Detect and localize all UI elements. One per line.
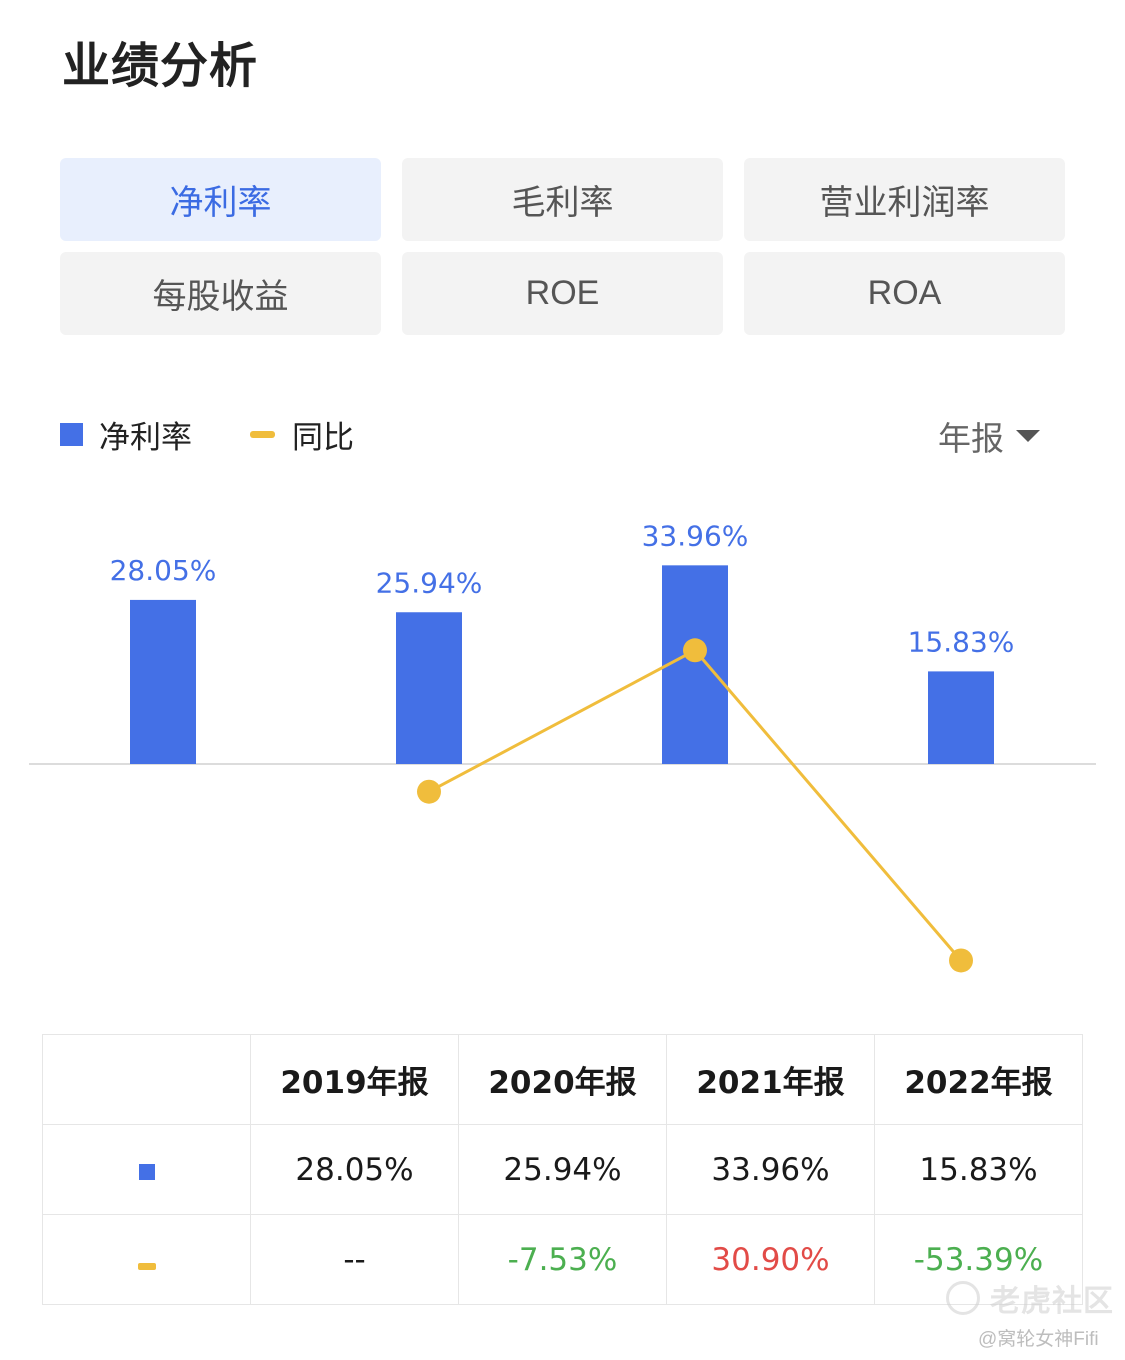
bar [662, 565, 728, 764]
legend-bar-swatch [60, 423, 83, 446]
bar [928, 671, 994, 764]
row-marker-cell [42, 1214, 251, 1305]
caret-down-icon [1016, 430, 1040, 442]
table-header: 2020年报 [458, 1034, 667, 1125]
legend-label-yoy: 同比 [292, 420, 354, 455]
legend-label-net-margin: 净利率 [99, 420, 192, 455]
tab-gross-margin[interactable]: 毛利率 [402, 158, 723, 241]
bar-value-label: 28.05% [110, 554, 217, 587]
bar-value-label: 25.94% [376, 566, 483, 599]
table-row-net-margin: 28.05% 25.94% 33.96% 15.83% [42, 1124, 1083, 1215]
data-table: 2019年报 2020年报 2021年报 2022年报 28.05% 25.94… [42, 1034, 1083, 1305]
tab-roa[interactable]: ROA [744, 252, 1065, 335]
watermark-user: @窝轮女神Fifi [978, 1329, 1099, 1350]
table-cell: 30.90% [666, 1214, 875, 1305]
bar-value-label: 15.83% [908, 625, 1015, 658]
row-marker-cell [42, 1124, 251, 1215]
bar-value-label: 33.96% [642, 519, 749, 552]
net-margin-chart: 28.05% 25.94% 33.96% 15.83% [29, 519, 1096, 973]
table-cell: 28.05% [250, 1124, 459, 1215]
tab-operating-margin[interactable]: 营业利润率 [744, 158, 1065, 241]
line-marker-icon [137, 1262, 156, 1270]
yoy-point [949, 948, 973, 973]
table-corner-cell [42, 1034, 251, 1125]
bar [396, 612, 462, 764]
bar [130, 599, 196, 764]
legend-line-swatch [250, 431, 275, 438]
bar-marker-icon [138, 1163, 155, 1180]
tab-roe[interactable]: ROE [402, 252, 723, 335]
tiger-logo-icon [946, 1281, 980, 1315]
table-header: 2021年报 [666, 1034, 875, 1125]
metric-tabs: 净利率 毛利率 营业利润率 每股收益 ROE ROA [60, 158, 1065, 335]
table-row-yoy: -- -7.53% 30.90% -53.39% [42, 1214, 1083, 1305]
table-header: 2019年报 [250, 1034, 459, 1125]
table-header-row: 2019年报 2020年报 2021年报 2022年报 [42, 1034, 1083, 1125]
period-selector[interactable]: 年报 [938, 412, 1040, 460]
legend-item-yoy[interactable]: 同比 [250, 412, 354, 457]
tab-eps[interactable]: 每股收益 [60, 252, 381, 335]
page-title: 业绩分析 [62, 40, 259, 93]
table-cell: -53.39% [874, 1214, 1083, 1305]
tab-net-margin[interactable]: 净利率 [60, 158, 381, 241]
table-cell: 25.94% [458, 1124, 667, 1215]
legend-item-net-margin[interactable]: 净利率 [60, 412, 192, 457]
table-cell: -7.53% [458, 1214, 667, 1305]
table-header: 2022年报 [874, 1034, 1083, 1125]
yoy-point [417, 779, 441, 804]
table-cell: 15.83% [874, 1124, 1083, 1215]
watermark: 老虎社区 [946, 1276, 1114, 1320]
period-label: 年报 [938, 420, 1004, 457]
watermark-brand: 老虎社区 [990, 1285, 1114, 1318]
chart-legend: 净利率 同比 [60, 412, 412, 457]
table-cell: 33.96% [666, 1124, 875, 1215]
yoy-point [683, 638, 707, 663]
table-cell: -- [250, 1214, 459, 1305]
